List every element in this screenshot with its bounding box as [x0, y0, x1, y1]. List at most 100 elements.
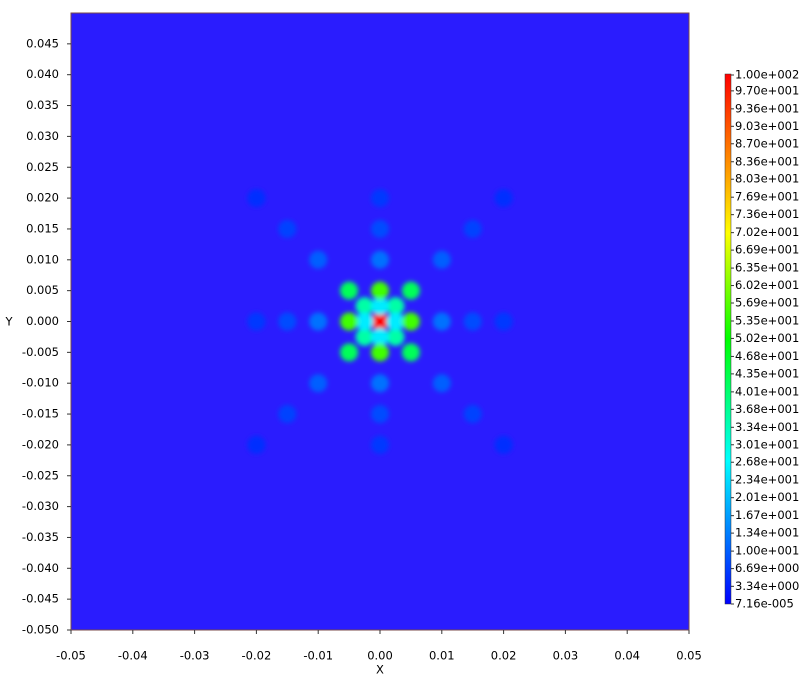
colorbar-tick-label: 2.68e+001 — [735, 455, 799, 469]
intensity-spot — [371, 281, 389, 300]
colorbar-tick-label: 2.01e+001 — [735, 490, 799, 504]
x-tick-label: 0.01 — [429, 649, 455, 663]
y-tick-label: -0.040 — [22, 561, 59, 575]
y-tick-label: -0.020 — [22, 437, 59, 451]
intensity-spot — [371, 297, 389, 316]
colorbar-tick-label: 1.00e+001 — [735, 544, 799, 558]
intensity-spot — [386, 312, 405, 331]
intensity-spot — [371, 343, 389, 362]
colorbar-tick-label: 9.70e+001 — [735, 83, 799, 97]
intensity-spot — [494, 312, 513, 331]
intensity-spot — [355, 327, 374, 346]
y-tick-label: 0.005 — [26, 283, 59, 297]
colorbar-tick-label: 6.69e+001 — [735, 243, 799, 257]
intensity-spot — [386, 327, 405, 346]
x-tick-label: -0.02 — [242, 649, 272, 663]
intensity-spot — [494, 189, 513, 208]
colorbar-tick-label: 7.36e+001 — [735, 207, 799, 221]
x-tick-label: -0.01 — [303, 649, 333, 663]
intensity-spot — [401, 343, 420, 362]
y-tick-label: -0.010 — [22, 376, 59, 390]
y-tick-label: 0.000 — [26, 314, 59, 328]
y-tick-label: 0.025 — [26, 160, 59, 174]
intensity-spot — [371, 374, 389, 393]
colorbar-tick-label: 2.34e+001 — [735, 473, 799, 487]
y-tick-label: -0.030 — [22, 499, 59, 513]
colorbar-tick-label: 6.69e+000 — [735, 561, 799, 575]
intensity-spot — [247, 312, 266, 331]
y-tick-label: -0.015 — [22, 407, 59, 421]
intensity-spot — [401, 281, 420, 300]
intensity-spot — [371, 435, 389, 454]
colorbar-tick-label: 3.68e+001 — [735, 402, 799, 416]
colorbar-tick-label: 3.34e+001 — [735, 420, 799, 434]
y-tick-label: 0.040 — [26, 67, 59, 81]
intensity-spot — [278, 312, 297, 331]
colorbar-tick-label: 9.36e+001 — [735, 101, 799, 115]
y-tick-label: -0.025 — [22, 468, 59, 482]
y-tick-label: -0.005 — [22, 345, 59, 359]
intensity-spot — [432, 312, 451, 331]
y-axis-label: Y — [4, 315, 13, 329]
x-tick-label: 0.04 — [614, 649, 640, 663]
colorbar-tick-label: 1.67e+001 — [735, 508, 799, 522]
intensity-spot — [463, 312, 482, 331]
intensity-spot — [340, 343, 359, 362]
x-tick-label: 0.05 — [676, 649, 702, 663]
x-tick-label: 0.02 — [491, 649, 517, 663]
colorbar-tick-label: 8.70e+001 — [735, 136, 799, 150]
colorbar-tick-label: 3.34e+000 — [735, 579, 799, 593]
x-tick-label: -0.04 — [118, 649, 148, 663]
colorbar-tick-label: 7.02e+001 — [735, 225, 799, 239]
y-tick-label: 0.015 — [26, 221, 59, 235]
y-tick-label: 0.035 — [26, 98, 59, 112]
intensity-spot — [309, 250, 328, 269]
y-tick-label: 0.045 — [26, 36, 59, 50]
x-tick-label: 0.03 — [553, 649, 579, 663]
intensity-spot — [278, 405, 297, 424]
intensity-spot — [371, 327, 389, 346]
y-tick-label: 0.030 — [26, 129, 59, 143]
colorbar-tick-label: 7.69e+001 — [735, 190, 799, 204]
intensity-spot — [432, 250, 451, 269]
intensity-spot — [340, 312, 359, 331]
intensity-spot — [371, 250, 389, 269]
x-tick-label: -0.05 — [56, 649, 86, 663]
intensity-spot — [463, 405, 482, 424]
intensity-spot — [340, 281, 359, 300]
y-tick-label: -0.035 — [22, 530, 59, 544]
intensity-spot — [309, 312, 328, 331]
colorbar — [724, 73, 732, 605]
y-tick-label: -0.050 — [22, 623, 59, 637]
colorbar-tick-label: 4.01e+001 — [735, 384, 799, 398]
colorbar-tick-label: 1.34e+001 — [735, 526, 799, 540]
intensity-spot — [247, 435, 266, 454]
intensity-spot — [355, 297, 374, 316]
intensity-spot — [463, 219, 482, 238]
colorbar-tick-label: 8.36e+001 — [735, 154, 799, 168]
intensity-spot — [371, 189, 389, 208]
colorbar-tick-label: 5.02e+001 — [735, 331, 799, 345]
x-axis-label: X — [376, 663, 384, 677]
intensity-spot — [386, 297, 405, 316]
intensity-spot — [401, 312, 420, 331]
x-tick-label: -0.03 — [180, 649, 210, 663]
spots — [247, 189, 513, 454]
y-tick-label: -0.045 — [22, 592, 59, 606]
y-tick-label: 0.020 — [26, 191, 59, 205]
colorbar-tick-label: 5.35e+001 — [735, 313, 799, 327]
intensity-spot — [494, 435, 513, 454]
intensity-spot — [309, 374, 328, 393]
intensity-spot — [247, 189, 266, 208]
colorbar-tick-label: 9.03e+001 — [735, 119, 799, 133]
x-tick-label: 0.00 — [367, 649, 393, 663]
colorbar-tick-label: 4.68e+001 — [735, 349, 799, 363]
colorbar-tick-label: 1.00e+002 — [735, 68, 799, 82]
colorbar-tick-label: 7.16e-005 — [735, 597, 794, 611]
colorbar-tick-label: 8.03e+001 — [735, 172, 799, 186]
colorbar-tick-label: 5.69e+001 — [735, 295, 799, 309]
colorbar-tick-label: 4.35e+001 — [735, 366, 799, 380]
intensity-spot — [371, 219, 389, 238]
intensity-spot — [432, 374, 451, 393]
